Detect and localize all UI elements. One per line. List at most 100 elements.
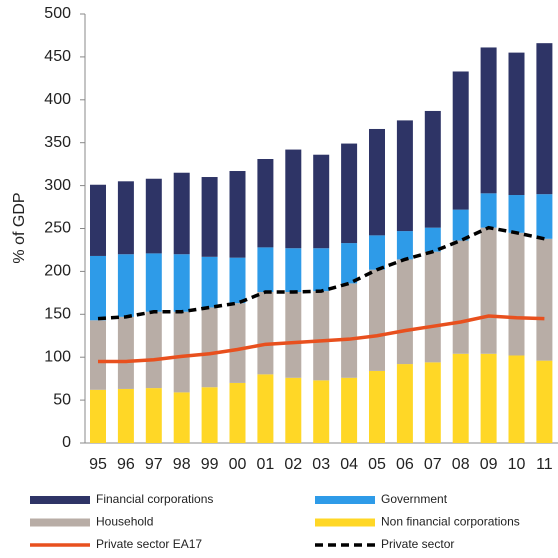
- x-tick-label: 03: [312, 456, 330, 473]
- bar-segment: [369, 269, 385, 371]
- bar-segment: [285, 291, 302, 378]
- bar-segment: [285, 248, 302, 292]
- bar-segment: [480, 227, 497, 354]
- x-tick-label: 06: [396, 456, 414, 473]
- y-tick-label: 400: [44, 91, 71, 108]
- x-tick-label: 04: [340, 456, 358, 473]
- bar-segment: [285, 149, 302, 249]
- legend-swatch: [30, 518, 90, 527]
- bar-segment: [396, 231, 413, 260]
- bar-segment: [480, 47, 497, 194]
- bar-segment: [90, 255, 106, 321]
- bar-segment: [452, 353, 469, 443]
- bar-segment: [536, 238, 553, 361]
- bar-segment: [508, 232, 525, 356]
- bar-segment: [201, 307, 218, 388]
- bar-segment: [508, 195, 525, 233]
- bar-segment: [145, 311, 162, 389]
- y-tick-label: 50: [53, 391, 71, 408]
- bar-segment: [229, 303, 246, 383]
- bar-segment: [229, 382, 246, 443]
- bar-segment: [313, 154, 330, 249]
- bar-segment: [341, 143, 358, 244]
- bar-segment: [396, 120, 413, 232]
- line: [97, 225, 545, 321]
- bar-segment: [201, 387, 218, 443]
- bar-segment: [313, 248, 330, 292]
- bar-segment: [369, 128, 385, 236]
- y-tick-label: 300: [44, 177, 71, 194]
- x-tick-label: 99: [201, 456, 219, 473]
- x-tick-label: 02: [284, 456, 302, 473]
- bar-segment: [536, 194, 553, 239]
- bar-segment: [285, 377, 302, 443]
- bar-segment: [424, 110, 441, 228]
- x-tick-label: 08: [452, 456, 470, 473]
- y-tick-label: 0: [62, 434, 71, 451]
- bar-segment: [369, 370, 385, 443]
- x-tick-label: 07: [424, 456, 442, 473]
- bar-segment: [117, 181, 134, 255]
- bar-segment: [145, 388, 162, 443]
- bar-segment: [257, 247, 274, 292]
- x-tick-label: 05: [368, 456, 386, 473]
- bar-segment: [313, 380, 330, 443]
- bar-segment: [201, 177, 218, 257]
- legend-label: Non financial corporations: [381, 515, 520, 529]
- bar-segment: [229, 257, 246, 304]
- bar-segment: [257, 159, 274, 248]
- bar-segment: [173, 172, 190, 255]
- bar-segment: [480, 193, 497, 228]
- bar-segment: [536, 43, 553, 195]
- bar-segment: [396, 259, 413, 365]
- bar-segment: [536, 360, 553, 443]
- y-tick-label: 350: [44, 134, 71, 151]
- y-tick-label: 500: [44, 5, 71, 22]
- bar-segment: [452, 209, 469, 241]
- x-tick-label: 96: [117, 456, 135, 473]
- bar-segment: [313, 291, 330, 381]
- bar-segment: [145, 253, 162, 312]
- bar-segment: [341, 283, 358, 378]
- bar-segment: [508, 355, 525, 443]
- legend-label: Private sector: [381, 537, 454, 551]
- bar-segment: [90, 184, 106, 256]
- bar-segment: [229, 171, 246, 258]
- legend-label: Government: [381, 492, 448, 506]
- legend-label: Household: [96, 515, 153, 529]
- legend-label: Financial corporations: [96, 492, 213, 506]
- bar-segment: [396, 364, 413, 443]
- bar-segment: [117, 254, 134, 317]
- y-tick-label: 250: [44, 220, 71, 237]
- bar-segment: [173, 311, 190, 393]
- bar-segment: [508, 52, 525, 196]
- bar-segment: [452, 71, 469, 210]
- bar-segment: [341, 243, 358, 284]
- bar-segment: [341, 377, 358, 443]
- legend-label: Private sector EA17: [96, 537, 202, 551]
- legend-swatch: [315, 518, 375, 527]
- y-axis-label: % of GDP: [11, 192, 28, 263]
- bar-segment: [257, 291, 274, 375]
- x-tick-label: 97: [145, 456, 163, 473]
- bar-segment: [424, 227, 441, 252]
- bar-segment: [257, 374, 274, 443]
- x-tick-label: 98: [173, 456, 191, 473]
- legend-swatch: [315, 496, 375, 504]
- y-tick-label: 450: [44, 48, 71, 65]
- bar-segment: [173, 254, 190, 312]
- y-tick-label: 200: [44, 263, 71, 280]
- bar-segment: [480, 353, 497, 443]
- bar-segment: [424, 362, 441, 443]
- bar-segment: [201, 256, 218, 308]
- x-tick-label: 11: [536, 456, 553, 473]
- bar-segment: [90, 320, 106, 390]
- y-tick-label: 150: [44, 306, 71, 323]
- line: [98, 314, 545, 364]
- x-tick-label: 01: [257, 456, 275, 473]
- bar-segment: [452, 240, 469, 354]
- legend-swatch: [30, 496, 90, 504]
- bar-segment: [117, 316, 134, 389]
- bar-segment: [173, 392, 190, 443]
